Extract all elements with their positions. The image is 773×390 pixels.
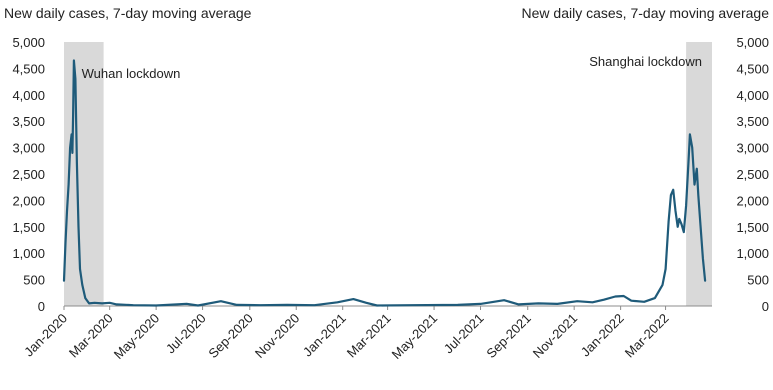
y-tick-label-right: 1,500 bbox=[736, 220, 769, 235]
y-tick-label-left: 500 bbox=[23, 273, 45, 288]
x-tick-label: Sep-2020 bbox=[205, 311, 255, 361]
lockdown-annotation: Wuhan lockdown bbox=[82, 66, 181, 81]
y-tick-label-right: 2,000 bbox=[736, 193, 769, 208]
y-tick-label-left: 5,000 bbox=[12, 35, 45, 50]
y-tick-label-right: 0 bbox=[762, 299, 769, 314]
y-tick-label-right: 4,000 bbox=[736, 88, 769, 103]
x-tick-label: Mar-2020 bbox=[66, 311, 116, 361]
x-tick-label: Jul-2021 bbox=[441, 311, 487, 357]
y-tick-label-left: 0 bbox=[38, 299, 45, 314]
lockdown-shaded-region bbox=[64, 42, 104, 306]
x-tick-label: Jan-2020 bbox=[21, 311, 70, 360]
x-tick-label: Nov-2021 bbox=[530, 311, 580, 361]
y-tick-label-right: 3,000 bbox=[736, 141, 769, 156]
x-tick-label: May-2020 bbox=[111, 311, 162, 362]
x-tick-label: Sep-2021 bbox=[483, 311, 533, 361]
chart-title-left: New daily cases, 7-day moving average bbox=[4, 5, 252, 21]
y-tick-label-left: 1,000 bbox=[12, 246, 45, 261]
x-tick-label: Jan-2022 bbox=[578, 311, 627, 360]
y-tick-label-left: 4,500 bbox=[12, 61, 45, 76]
y-tick-label-left: 4,000 bbox=[12, 88, 45, 103]
y-tick-label-right: 4,500 bbox=[736, 61, 769, 76]
y-tick-label-left: 2,500 bbox=[12, 167, 45, 182]
x-tick-label: Mar-2022 bbox=[622, 311, 672, 361]
chart-title-right: New daily cases, 7-day moving average bbox=[522, 5, 770, 21]
x-tick-label: Nov-2020 bbox=[252, 311, 302, 361]
lockdown-annotation: Shanghai lockdown bbox=[589, 54, 702, 69]
x-tick-label: Mar-2021 bbox=[344, 311, 394, 361]
y-tick-label-left: 3,000 bbox=[12, 141, 45, 156]
y-tick-label-left: 3,500 bbox=[12, 114, 45, 129]
y-tick-label-right: 1,000 bbox=[736, 246, 769, 261]
x-tick-label: May-2021 bbox=[389, 311, 440, 362]
y-tick-label-left: 1,500 bbox=[12, 220, 45, 235]
y-tick-label-left: 2,000 bbox=[12, 193, 45, 208]
x-tick-label: Jul-2020 bbox=[163, 311, 209, 357]
lockdown-shaded-region bbox=[686, 42, 712, 306]
x-tick-label: Jan-2021 bbox=[300, 311, 349, 360]
y-tick-label-right: 3,500 bbox=[736, 114, 769, 129]
y-tick-label-right: 500 bbox=[747, 273, 769, 288]
series-line-new-daily-cases bbox=[62, 59, 707, 307]
y-tick-label-right: 2,500 bbox=[736, 167, 769, 182]
y-tick-label-right: 5,000 bbox=[736, 35, 769, 50]
